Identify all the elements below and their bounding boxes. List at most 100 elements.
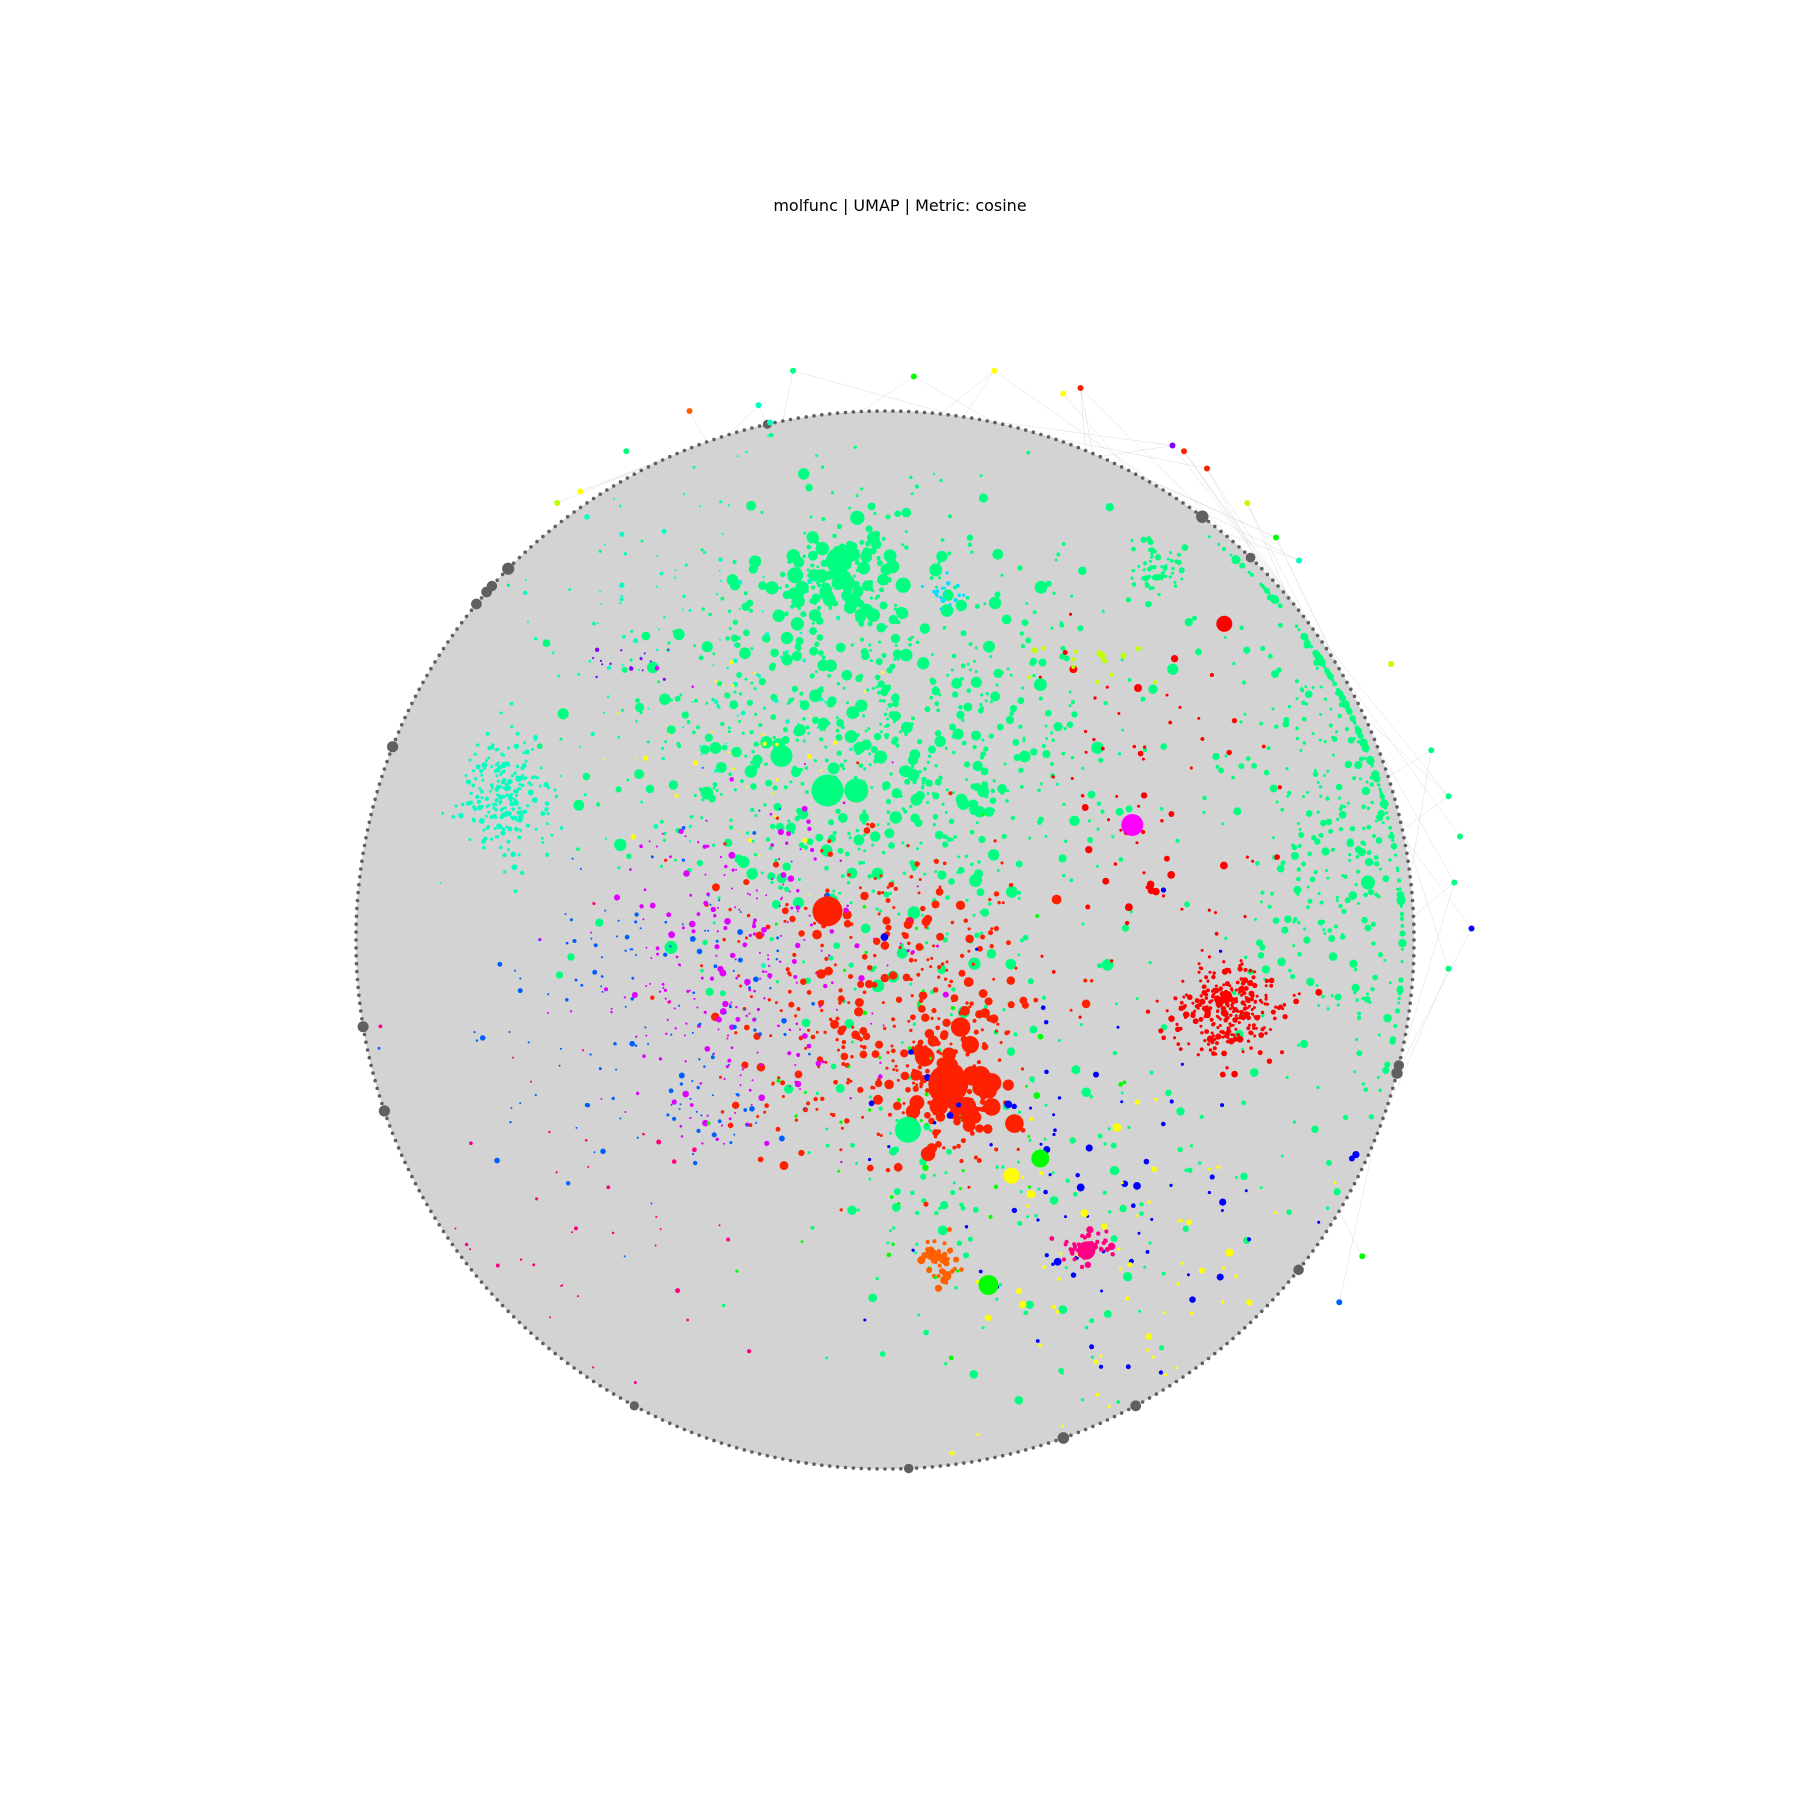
ring-node [1291,1274,1296,1278]
data-point [1000,861,1004,865]
data-point [1070,1251,1075,1256]
ring-node [1271,578,1275,582]
data-point [1052,591,1056,595]
data-point [1248,1004,1251,1008]
data-point [900,1071,910,1081]
data-point [1289,973,1296,980]
data-point [748,893,751,896]
data-point [729,777,734,782]
ring-node [1369,1146,1374,1150]
data-point [948,606,952,610]
data-point [1142,871,1146,875]
data-point [1116,1400,1121,1404]
data-point [811,621,815,625]
data-point [1398,977,1404,983]
data-point [828,1017,833,1022]
data-point [772,861,780,868]
data-point [723,926,728,931]
data-point [1174,1366,1178,1370]
data-point [841,1039,847,1045]
data-point [549,1316,552,1319]
data-point [951,677,963,689]
data-point [837,1169,841,1173]
data-point [1361,1082,1365,1086]
data-point [866,964,873,971]
data-point [1135,645,1142,652]
data-point [1181,979,1185,983]
data-point [733,1133,736,1136]
data-point [806,568,810,572]
data-point [737,929,744,936]
data-point [661,832,664,835]
data-point [888,881,895,888]
data-point [1271,707,1275,711]
data-point [1297,920,1301,925]
data-point [744,677,748,681]
ring-node [734,430,739,435]
data-point [660,746,665,751]
data-point [1151,586,1155,590]
ring-node [578,505,583,510]
data-point [719,1075,722,1079]
data-point [956,735,960,738]
data-point [959,676,964,681]
data-point [1244,995,1248,999]
data-point [753,918,757,923]
ring-node [719,435,724,439]
data-point [877,890,882,896]
data-point [1038,675,1042,679]
data-point [921,1198,927,1204]
data-point [734,1111,737,1114]
data-point [809,515,813,519]
data-point [1081,804,1089,811]
data-point [1267,904,1272,909]
data-point [764,632,770,637]
data-point [809,847,815,853]
data-point [483,766,487,770]
data-point [890,1084,894,1088]
data-point [1296,892,1300,896]
data-point [843,759,847,763]
data-point [795,1022,799,1026]
data-point [980,934,986,940]
data-point [1301,700,1306,706]
data-point [819,697,824,702]
ring-node [1119,1411,1124,1415]
data-point [968,1005,972,1009]
data-point [544,807,549,812]
data-point [1296,867,1302,872]
data-point [1246,1299,1253,1306]
data-point [1140,792,1148,799]
data-point [871,889,875,893]
data-point [925,1239,930,1245]
ring-node [1311,627,1315,631]
ring-node [914,1466,919,1470]
data-point [930,653,934,656]
data-point [939,478,943,483]
data-point [701,798,705,802]
data-point [1323,773,1327,778]
data-point [1276,864,1285,873]
data-point [1347,709,1351,713]
data-point [931,791,935,795]
data-point [929,677,935,683]
data-point [785,822,797,833]
data-point [836,616,840,621]
data-point [439,881,442,885]
data-point [509,815,514,819]
data-point [879,722,883,726]
data-point [1225,1030,1229,1033]
ring-node [1286,596,1291,600]
data-point [1115,807,1124,816]
data-point [1254,918,1257,921]
ring-node [455,627,459,631]
data-point [1102,877,1110,885]
data-point [871,867,884,880]
data-point [1399,896,1403,900]
ring-node [1000,422,1005,427]
data-point [507,826,513,832]
data-point [942,991,949,998]
data-point [1014,1395,1024,1405]
data-point [679,964,682,967]
data-point [1259,900,1263,904]
